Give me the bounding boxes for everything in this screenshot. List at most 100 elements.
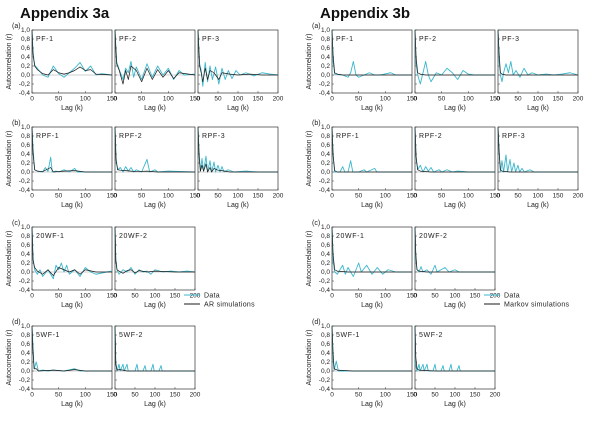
y-tick-label: -0,2	[19, 278, 31, 285]
y-tick-label: -0,4	[319, 386, 331, 393]
y-tick-label: 0,2	[321, 359, 330, 366]
x-tick-label: 100	[380, 96, 391, 103]
appendix-title: Appendix 3b	[320, 5, 410, 22]
y-tick-label: 1,0	[321, 124, 330, 131]
panel-name: PF-2	[119, 36, 137, 43]
x-tick-label: 150	[470, 293, 481, 300]
legend-simulation-label: AR simulations	[204, 302, 255, 309]
y-tick-label: 0,0	[21, 169, 30, 176]
x-tick-label: 150	[407, 193, 418, 200]
x-axis-label: Lag (k)	[527, 202, 549, 209]
x-tick-label: 150	[253, 96, 264, 103]
x-tick-label: 100	[80, 293, 91, 300]
y-tick-label: 0,6	[21, 45, 30, 52]
panel-frame	[31, 226, 113, 291]
y-tick-label: 0,0	[321, 269, 330, 276]
y-tick-label: 0,2	[321, 260, 330, 267]
y-tick-label: 0,2	[21, 63, 30, 70]
y-tick-label: 0,0	[21, 72, 30, 79]
x-tick-label: 150	[107, 392, 118, 399]
panel-name: RPF-1	[336, 133, 359, 140]
y-tick-label: 0,6	[21, 341, 30, 348]
data-series-line	[31, 29, 113, 78]
x-tick-label: 50	[214, 96, 222, 103]
x-tick-label: 50	[355, 193, 363, 200]
x-tick-label: 200	[190, 293, 201, 300]
panel-name: 5WF-1	[336, 332, 360, 339]
row-label: (a)	[12, 23, 21, 30]
y-tick-label: 0,4	[21, 251, 30, 258]
x-tick-label: 150	[407, 293, 418, 300]
row-label: (a)	[312, 23, 321, 30]
panel-name: PF-3	[502, 36, 520, 43]
panel-frame	[114, 126, 196, 191]
panel-name: PF-3	[202, 36, 220, 43]
simulation-series-line	[31, 126, 112, 173]
y-tick-label: -0,4	[19, 187, 31, 194]
x-tick-label: 100	[163, 193, 174, 200]
y-tick-label: -0,4	[19, 90, 31, 97]
y-tick-label: 0,2	[21, 260, 30, 267]
row-label: (b)	[12, 120, 21, 127]
y-tick-label: -0,2	[319, 81, 331, 88]
x-tick-label: 100	[233, 96, 244, 103]
x-tick-label: 150	[107, 293, 118, 300]
x-axis-label: Lag (k)	[361, 401, 383, 408]
x-tick-label: 50	[431, 392, 439, 399]
simulation-series-line	[114, 29, 196, 85]
simulation-series-line	[31, 325, 112, 372]
simulation-series-line	[497, 29, 578, 76]
simulation-series-line	[331, 325, 412, 372]
y-axis-label: Autocorrelation (r)	[6, 130, 13, 186]
y-axis-label: Autocorrelation (r)	[6, 329, 13, 385]
x-tick-label: 100	[380, 193, 391, 200]
y-tick-label: -0,4	[19, 287, 31, 294]
x-tick-label: 100	[533, 193, 544, 200]
x-tick-label: 0	[113, 193, 117, 200]
simulation-series-line	[331, 126, 412, 173]
x-tick-label: 100	[80, 193, 91, 200]
y-tick-label: 0,6	[321, 242, 330, 249]
x-tick-label: 50	[214, 193, 222, 200]
x-tick-label: 150	[470, 392, 481, 399]
x-tick-label: 150	[553, 96, 564, 103]
x-tick-label: 150	[107, 193, 118, 200]
y-tick-label: 0,6	[321, 142, 330, 149]
x-tick-label: 50	[438, 96, 446, 103]
simulation-series-line	[114, 325, 195, 372]
data-series-line	[114, 126, 196, 173]
y-tick-label: 0,0	[21, 269, 30, 276]
data-series-line	[497, 126, 578, 173]
x-tick-label: 200	[190, 392, 201, 399]
x-tick-label: 100	[163, 96, 174, 103]
x-tick-label: 50	[355, 392, 363, 399]
y-axis-label: Autocorrelation (r)	[306, 33, 313, 89]
x-tick-label: 50	[514, 96, 522, 103]
x-tick-label: 50	[431, 293, 439, 300]
x-tick-label: 50	[438, 193, 446, 200]
y-tick-label: 1,0	[321, 224, 330, 231]
y-tick-label: 0,6	[21, 242, 30, 249]
x-tick-label: 100	[80, 96, 91, 103]
x-tick-label: 150	[107, 96, 118, 103]
panel-name: PF-2	[419, 36, 437, 43]
x-axis-label: Lag (k)	[444, 302, 466, 309]
simulation-series-line	[414, 226, 495, 273]
panel-name: 20WF-2	[119, 233, 148, 240]
y-tick-label: 0,4	[21, 350, 30, 357]
y-tick-label: -0,2	[319, 377, 331, 384]
y-tick-label: 0,0	[321, 368, 330, 375]
x-tick-label: 200	[573, 193, 584, 200]
y-axis-label: Autocorrelation (r)	[6, 230, 13, 286]
y-tick-label: 1,0	[321, 323, 330, 330]
x-tick-label: 0	[413, 293, 417, 300]
simulation-series-line	[197, 126, 278, 173]
y-axis-label: Autocorrelation (r)	[306, 329, 313, 385]
x-axis-label: Lag (k)	[144, 302, 166, 309]
legend-data-label: Data	[204, 293, 220, 300]
x-tick-label: 150	[253, 193, 264, 200]
y-tick-label: -0,2	[19, 178, 31, 185]
y-tick-label: 0,4	[21, 151, 30, 158]
panel-frame	[114, 29, 196, 94]
